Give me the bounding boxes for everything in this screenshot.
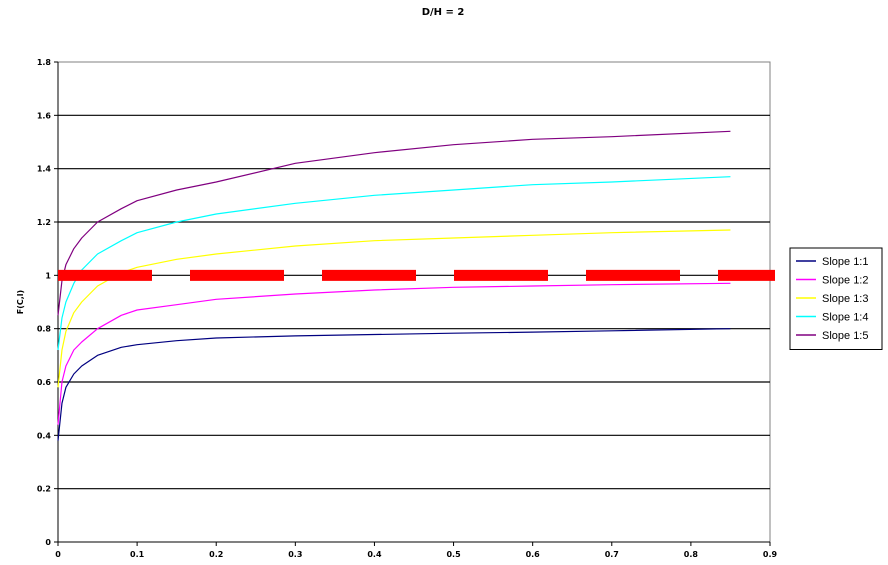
y-tick-label: 0.6 [37, 378, 52, 387]
x-tick-label: 0.5 [446, 550, 461, 559]
legend-label: Slope 1:3 [822, 293, 868, 305]
y-tick-label: 0.8 [37, 325, 52, 334]
x-tick-label: 0.4 [367, 550, 382, 559]
y-tick-label: 1.8 [37, 58, 52, 67]
x-tick-label: 0 [55, 550, 61, 559]
y-axis-label: F(C,l) [16, 290, 25, 314]
x-tick-label: 0.9 [763, 550, 778, 559]
series-line-5 [57, 130, 731, 316]
x-tick-label: 0.1 [130, 550, 145, 559]
legend: Slope 1:1 Slope 1:2 Slope 1:3 Slope 1:4 Slop… [789, 247, 883, 350]
y-tick-label: 1.6 [37, 111, 52, 120]
x-tick-label: 0.7 [605, 550, 619, 559]
series-lines [57, 130, 731, 441]
y-tick-label: 1.4 [37, 165, 52, 174]
y-tick-label: 1.2 [37, 218, 51, 227]
legend-label: Slope 1:5 [822, 330, 868, 342]
y-tick-label: 0 [45, 538, 51, 547]
legend-label: Slope 1:1 [822, 256, 868, 268]
plot-area [57, 61, 771, 543]
x-axis: 0 0.1 0.2 0.3 0.4 0.5 0.6 0.7 0.8 0.9 [55, 541, 778, 559]
series-line-2 [57, 282, 731, 425]
y-tick-label: 0.2 [37, 485, 51, 494]
chart-title: D/H = 2 [422, 7, 465, 18]
y-tick-label: 0.4 [37, 431, 52, 440]
x-tick-label: 0.8 [684, 550, 699, 559]
x-tick-label: 0.2 [209, 550, 223, 559]
series-line-3 [57, 229, 731, 388]
x-tick-label: 0.6 [526, 550, 541, 559]
y-axis: 0 0.2 0.4 0.6 0.8 1 1.2 1.4 1.6 1.8 [37, 58, 59, 547]
x-tick-label: 0.3 [288, 550, 302, 559]
series-line-4 [57, 176, 731, 351]
y-tick-label: 1 [45, 271, 51, 280]
series-line-1 [57, 328, 731, 441]
legend-label: Slope 1:2 [822, 275, 868, 287]
legend-label: Slope 1:4 [822, 312, 868, 324]
